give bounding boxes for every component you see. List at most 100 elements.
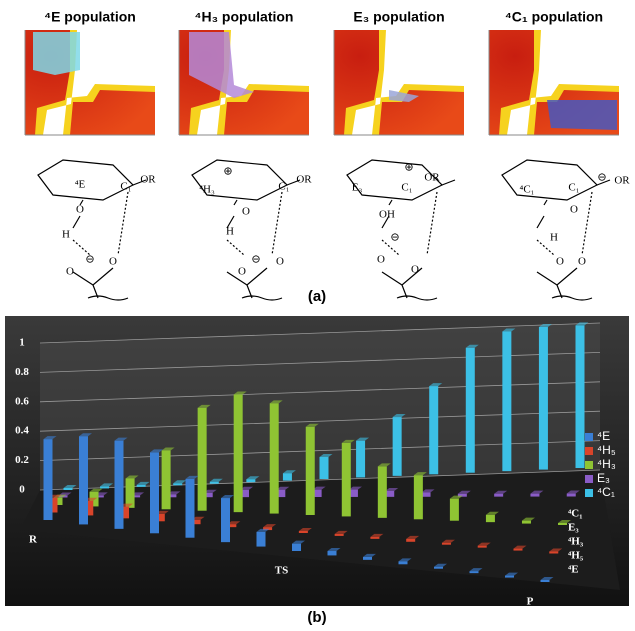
structure-label: OH — [379, 209, 395, 221]
structure-label: ⁴E — [75, 179, 86, 191]
legend-label: ⁴C₁ — [597, 485, 615, 499]
bar — [429, 386, 438, 474]
structure-label: ⁴H₃ — [199, 184, 215, 196]
interaction — [73, 192, 128, 255]
population-title: ⁴E population — [44, 9, 136, 25]
structure-label: O — [556, 256, 564, 268]
bar — [342, 443, 351, 517]
bar — [442, 543, 451, 545]
bar — [370, 537, 379, 539]
panel-label: (b) — [307, 609, 326, 626]
bar — [320, 457, 329, 479]
structure-label: O — [66, 266, 74, 278]
interaction — [382, 192, 437, 255]
interaction — [227, 192, 282, 255]
legend-swatch — [585, 475, 593, 483]
bond — [382, 180, 455, 228]
structure-label: C₁ — [120, 181, 131, 193]
bar — [162, 450, 171, 509]
structure-label: ⊖ — [251, 254, 260, 266]
legend-label: ⁴E — [597, 429, 610, 443]
depth-label: ⁴E — [568, 564, 579, 576]
bar — [434, 567, 443, 569]
y-tick-label: 0.8 — [15, 366, 29, 378]
legend-swatch — [585, 489, 593, 497]
y-tick-label: 0 — [19, 484, 25, 496]
bar — [505, 576, 514, 578]
bar — [100, 486, 109, 488]
structure-label: E₃ — [352, 182, 363, 194]
structure-label: ⁴C₁ — [519, 184, 534, 196]
bar — [246, 479, 255, 482]
structure-label: O — [578, 256, 586, 268]
bar — [283, 473, 292, 480]
heatmap-population — [547, 100, 617, 130]
legend-label: E₃ — [597, 471, 610, 485]
structure-label: OR — [140, 174, 156, 186]
ring — [38, 160, 133, 200]
y-tick-label: 1 — [19, 337, 25, 349]
carboxylate — [537, 268, 592, 300]
heatmap — [489, 30, 619, 135]
structure-label: O — [76, 204, 84, 216]
structure-label: ⊖ — [85, 254, 94, 266]
structure-label: OR — [424, 172, 440, 184]
legend-label: ⁴H₃ — [597, 457, 616, 471]
x-tick-label: R — [29, 534, 38, 546]
x-tick-label: P — [527, 596, 534, 608]
structure-label: C₁ — [568, 182, 579, 194]
bar — [64, 488, 73, 490]
structure-label: H — [550, 232, 558, 244]
bar — [257, 532, 266, 547]
bar — [79, 436, 88, 524]
bar — [356, 441, 365, 478]
heatmap — [334, 30, 464, 135]
structure-label: OR — [296, 174, 312, 186]
bar — [558, 523, 567, 525]
structure-label: ⊖ — [390, 232, 399, 244]
structure-label: O — [377, 254, 385, 266]
bar — [378, 466, 387, 517]
figure: (a) (b) ⁴E population⁴EC₁OROH⊖OO⁴H₃ popu… — [0, 0, 635, 631]
depth-label: E₃ — [568, 522, 579, 534]
bar — [234, 395, 243, 513]
bar — [186, 479, 195, 538]
population-title: ⁴C₁ population — [505, 9, 603, 25]
bar — [363, 557, 372, 560]
bar — [567, 494, 576, 497]
bar — [299, 531, 308, 533]
bar — [539, 327, 548, 470]
bar — [393, 417, 402, 476]
structure-label: H — [62, 229, 70, 241]
bar — [541, 580, 550, 582]
heatmap — [179, 30, 309, 135]
bar — [494, 494, 503, 497]
bar — [414, 475, 423, 519]
carboxylate — [73, 268, 128, 300]
bar — [137, 485, 146, 487]
bar — [335, 534, 344, 536]
structure — [502, 160, 610, 300]
bar — [44, 439, 53, 520]
bar — [513, 549, 522, 551]
structure-label: C₁ — [401, 182, 412, 194]
carboxylate — [382, 268, 437, 300]
structure-label: O — [242, 206, 250, 218]
depth-label: ⁴H₅ — [568, 550, 584, 562]
structure-label: C₁ — [278, 181, 289, 193]
y-tick-label: 0.6 — [15, 395, 29, 407]
structure-label: ⊖ — [597, 172, 606, 184]
structure-label: ⊕ — [223, 166, 232, 178]
legend-swatch — [585, 433, 593, 441]
structure-label: O — [411, 264, 419, 276]
structure-label: OR — [614, 175, 630, 187]
bar — [210, 482, 219, 484]
heatmap — [25, 30, 155, 135]
bar — [422, 492, 431, 496]
panel-label: (a) — [308, 288, 326, 305]
bar — [221, 498, 230, 542]
population-title: ⁴H₃ population — [195, 9, 294, 25]
structure-label: O — [238, 266, 246, 278]
bar — [576, 325, 585, 468]
bar — [502, 331, 511, 471]
